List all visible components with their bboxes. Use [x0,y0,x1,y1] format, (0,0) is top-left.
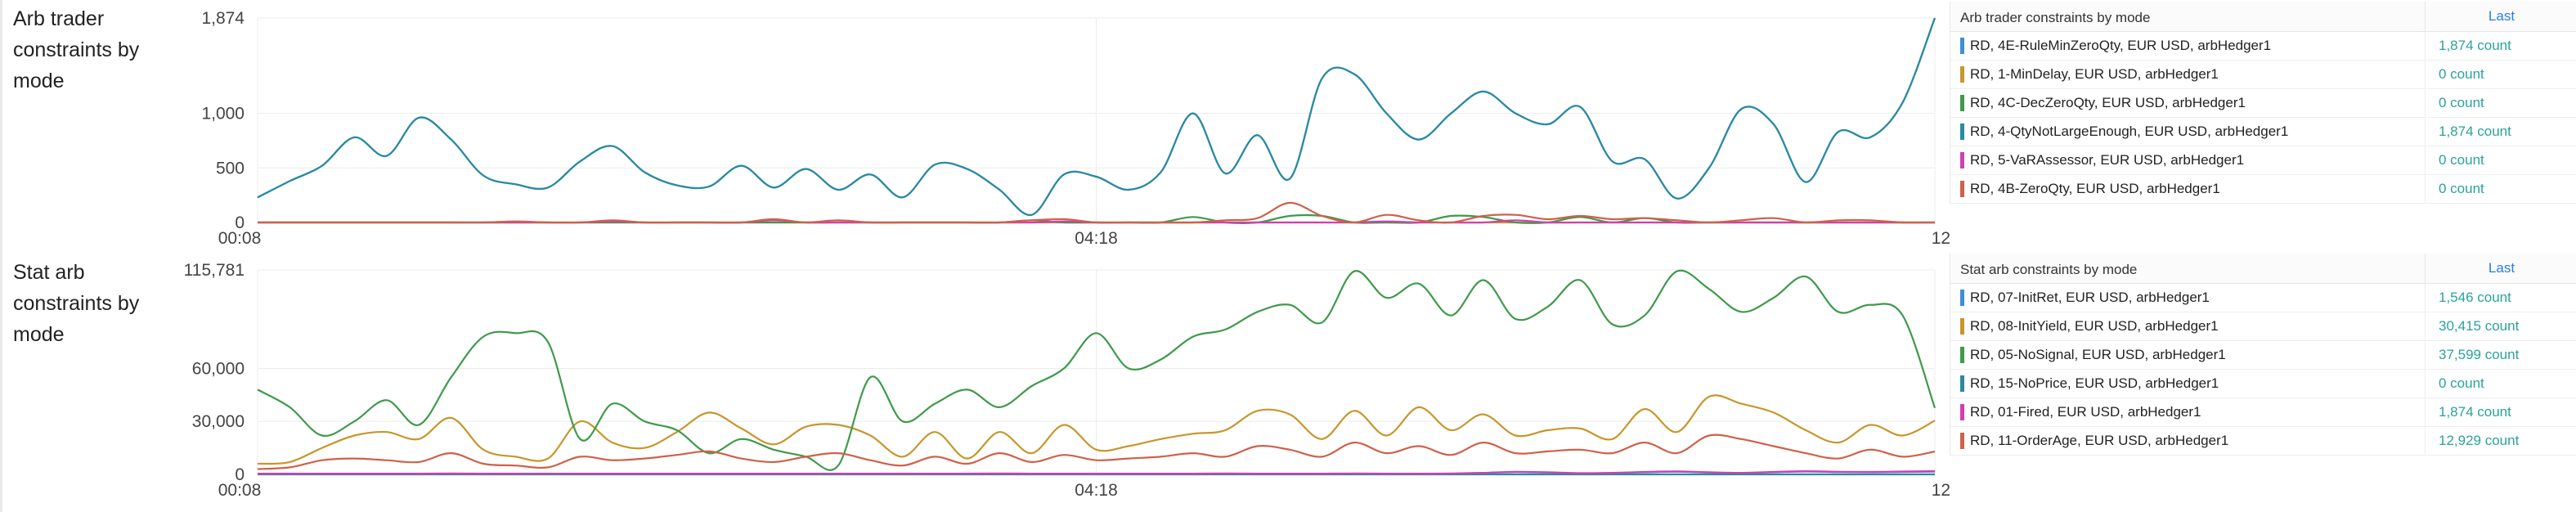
legend-value: 12,929 count [2425,427,2576,455]
legend-name: RD, 07-InitRet, EUR USD, arbHedger1 [1970,290,2210,305]
series-line [257,17,1936,216]
legend-header: Arb trader constraints by mode Last [1950,2,2576,32]
legend-name: RD, 1-MinDelay, EUR USD, arbHedger1 [1970,66,2219,82]
legend-name: RD, 5-VaRAssessor, EUR USD, arbHedger1 [1970,152,2245,168]
arb-trader-panel: 0 500 1,000 1,874 00:08 04:18 12:09 Arb trader… [0,0,2576,254]
legend-value: 1,874 count [2425,32,2576,60]
y-tick-label: 115,781 [184,261,245,280]
legend-swatch [1960,433,1964,449]
legend-name: RD, 4B-ZeroQty, EUR USD, arbHedger1 [1970,181,2220,196]
legend-row[interactable]: RD, 07-InitRet, EUR USD, arbHedger1 1,546… [1950,284,2576,312]
legend-swatch [1960,66,1964,83]
panel-title: Stat arb constraints by mode [13,261,140,346]
legend-swatch [1960,318,1964,335]
series-line [258,201,1936,224]
y-tick-label: 1,874 [201,9,245,28]
legend-value: 37,599 count [2425,341,2576,369]
left-edge-border [0,0,2,512]
x-tick-label: 04:18 [1075,229,1118,248]
legend-value: 0 count [2425,61,2576,88]
legend-swatch [1960,124,1964,140]
legend-value: 1,546 count [2425,284,2576,312]
legend-table: Stat arb constraints by mode Last RD, 07… [1950,254,2576,456]
x-tick-label: 00:08 [218,481,262,500]
y-tick-label: 500 [216,159,245,177]
panel-title: Arb trader constraints by mode [13,7,140,92]
legend-row[interactable]: RD, 08-InitYield, EUR USD, arbHedger1 30,… [1950,312,2576,341]
legend-row[interactable]: RD, 5-VaRAssessor, EUR USD, arbHedger1 0 … [1950,146,2576,175]
legend-last-column[interactable]: Last [2425,254,2576,283]
x-tick-label: 12:09 [1932,229,1950,248]
legend-swatch [1960,181,1964,197]
legend-row[interactable]: RD, 4C-DecZeroQty, EUR USD, arbHedger1 0 … [1950,89,2576,118]
legend-value: 1,874 count [2425,118,2576,146]
legend-name: RD, 4C-DecZeroQty, EUR USD, arbHedger1 [1970,95,2246,110]
series-line [258,469,1936,475]
y-tick-label: 0 [235,213,245,232]
legend-row[interactable]: RD, 4E-RuleMinZeroQty, EUR USD, arbHedge… [1950,32,2576,61]
legend-value: 30,415 count [2425,312,2576,340]
x-tick-label: 04:18 [1075,481,1118,500]
legend-name: RD, 4-QtyNotLargeEnough, EUR USD, arbHed… [1970,124,2289,139]
legend-name: RD, 05-NoSignal, EUR USD, arbHedger1 [1970,347,2226,362]
legend-value: 0 count [2425,370,2576,397]
legend-swatch [1960,152,1964,168]
legend-row[interactable]: RD, 01-Fired, EUR USD, arbHedger1 1,874 c… [1950,398,2576,427]
legend-value: 0 count [2425,89,2576,117]
legend-title: Arb trader constraints by mode [1960,10,2151,25]
legend-row[interactable]: RD, 11-OrderAge, EUR USD, arbHedger1 12,9… [1950,427,2576,456]
stat-arb-chart: 0 30,000 60,000 115,781 00:08 04:18 12:09 [184,261,1950,500]
arb-trader-chart: 0 500 1,000 1,874 00:08 04:18 12:09 [201,9,1950,248]
legend-value: 0 count [2425,146,2576,174]
legend-value: 1,874 count [2425,398,2576,426]
legend-header: Stat arb constraints by mode Last [1950,254,2576,284]
y-tick-label: 30,000 [192,412,245,431]
x-tick-label: 00:08 [218,229,262,248]
legend-row[interactable]: RD, 1-MinDelay, EUR USD, arbHedger1 0 cou… [1950,61,2576,89]
legend-title: Stat arb constraints by mode [1960,262,2138,277]
y-tick-label: 60,000 [192,359,245,378]
series-line [257,394,1936,465]
legend-name: RD, 4E-RuleMinZeroQty, EUR USD, arbHedge… [1970,38,2272,53]
legend-name: RD, 15-NoPrice, EUR USD, arbHedger1 [1970,375,2219,391]
legend-last-column[interactable]: Last [2425,2,2576,31]
legend-name: RD, 08-InitYield, EUR USD, arbHedger1 [1970,318,2219,334]
legend-swatch [1960,347,1964,363]
stat-arb-panel: 0 30,000 60,000 115,781 00:08 04:18 12:09 Stat… [0,254,2576,512]
legend-name: RD, 11-OrderAge, EUR USD, arbHedger1 [1970,433,2229,448]
y-tick-label: 0 [235,465,245,484]
legend-swatch [1960,95,1964,111]
legend-swatch [1960,38,1964,54]
legend-swatch [1960,404,1964,420]
series-line [257,433,1936,470]
legend-row[interactable]: RD, 05-NoSignal, EUR USD, arbHedger1 37,5… [1950,341,2576,370]
x-tick-label: 12:09 [1932,481,1950,500]
series-line [257,269,1936,471]
legend-table: Arb trader constraints by mode Last RD, … [1950,2,2576,204]
legend-name: RD, 01-Fired, EUR USD, arbHedger1 [1970,404,2201,420]
legend-swatch [1960,375,1964,392]
y-tick-label: 1,000 [201,105,245,124]
legend-row[interactable]: RD, 4-QtyNotLargeEnough, EUR USD, arbHed… [1950,118,2576,146]
legend-row[interactable]: RD, 15-NoPrice, EUR USD, arbHedger1 0 cou… [1950,370,2576,398]
legend-swatch [1960,290,1964,306]
legend-value: 0 count [2425,175,2576,203]
legend-row[interactable]: RD, 4B-ZeroQty, EUR USD, arbHedger1 0 cou… [1950,175,2576,204]
